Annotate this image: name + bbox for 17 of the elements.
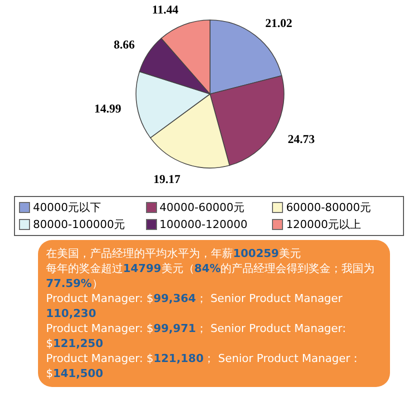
data-label: 8.66: [114, 38, 135, 52]
text: Product Manager: $99,364； Senior Product Manager 110,230: [46, 292, 342, 320]
data-label: 24.73: [288, 132, 315, 146]
text: 每年的奖金超过14799美元（84%的产品经理会得到奖金；我国为77.59%）: [46, 262, 375, 290]
data-label: 11.44: [152, 2, 178, 17]
legend-label: 40000-60000元: [160, 200, 244, 215]
legend-label: 120000元以上: [286, 217, 362, 232]
data-label: 21.02: [265, 16, 292, 30]
legend-label: 60000-80000元: [286, 200, 372, 215]
legend-label: 100000-120000: [160, 218, 248, 231]
legend-label: 40000元以下: [33, 200, 101, 215]
text: 在美国，产品经理的平均水平为，年薪100259美元: [46, 247, 301, 260]
legend-label: 80000-100000元: [33, 217, 125, 232]
data-label: 19.17: [153, 172, 180, 186]
data-label: 14.99: [94, 102, 122, 116]
text: Product Manager: $99,971； Senior Product Manager: $121,250: [46, 322, 346, 350]
text: Product Manager: $121,180； Senior Product Manager：$141,500: [46, 352, 362, 380]
